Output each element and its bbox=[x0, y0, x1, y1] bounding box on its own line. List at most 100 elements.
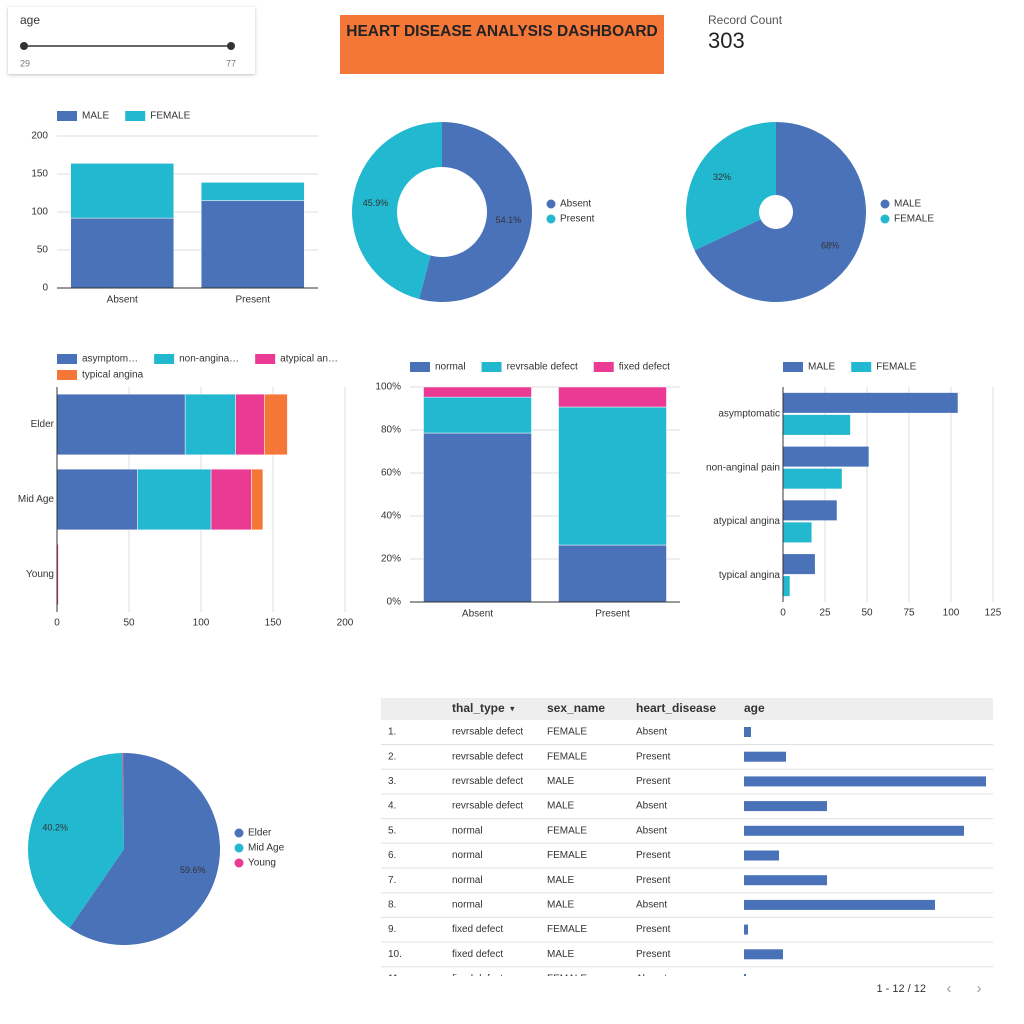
y-tick-label: 100 bbox=[31, 207, 48, 218]
table-body: 1. revrsable defect FEMALE Absent 2. revrsabl… bbox=[381, 727, 993, 985]
slider-min: 29 bbox=[20, 58, 30, 68]
table-cell: Present bbox=[636, 850, 671, 861]
table-cell: Absent bbox=[636, 727, 667, 738]
table-cell: MALE bbox=[547, 900, 575, 911]
title-banner bbox=[340, 15, 664, 74]
legend-label: revrsable defect bbox=[507, 362, 578, 373]
bar bbox=[783, 554, 815, 575]
legend-swatch bbox=[234, 843, 244, 853]
legend-label: MALE bbox=[82, 111, 110, 122]
legend-label: normal bbox=[435, 362, 466, 373]
legend-swatch bbox=[880, 214, 890, 224]
slider-handle-max[interactable] bbox=[227, 42, 235, 50]
table-cell: Absent bbox=[636, 974, 667, 985]
age-bar bbox=[744, 825, 964, 836]
slider-handle-min[interactable] bbox=[20, 42, 28, 50]
bar bbox=[783, 446, 869, 467]
x-tick-label: Absent bbox=[107, 295, 138, 306]
x-tick-label: Present bbox=[236, 295, 271, 306]
pie-slice bbox=[694, 122, 867, 303]
pagination: 1 - 12 / 12 bbox=[876, 983, 926, 995]
scorecard-label: Record Count bbox=[708, 13, 783, 27]
table-cell: MALE bbox=[547, 801, 575, 812]
age-filter[interactable]: age 29 77 bbox=[8, 7, 255, 74]
table-cell: fixed defect bbox=[452, 924, 503, 935]
age-bar bbox=[744, 727, 751, 737]
legend-swatch bbox=[57, 370, 77, 380]
pie-slice bbox=[419, 122, 532, 302]
bar bbox=[200, 182, 305, 201]
y-tick-label: 20% bbox=[381, 554, 401, 565]
y-tick-label: 50 bbox=[37, 245, 49, 256]
sort-icon[interactable]: ▾ bbox=[510, 703, 515, 713]
filter-card bbox=[8, 7, 255, 74]
table-cell: Present bbox=[636, 875, 671, 886]
legend-label: fixed defect bbox=[619, 362, 670, 373]
next-page[interactable]: › bbox=[977, 980, 982, 997]
bar bbox=[558, 406, 667, 546]
table-cell: FEMALE bbox=[547, 974, 587, 985]
table-cell: Absent bbox=[636, 825, 667, 836]
bar bbox=[558, 386, 667, 408]
slider-max: 77 bbox=[226, 58, 236, 68]
legend-swatch bbox=[57, 111, 77, 121]
row-index: 10. bbox=[388, 949, 402, 960]
bar bbox=[423, 386, 532, 398]
bar bbox=[558, 544, 667, 603]
x-tick-label: 150 bbox=[265, 618, 282, 629]
legend-swatch bbox=[783, 362, 803, 372]
table-cell: FEMALE bbox=[547, 850, 587, 861]
bar bbox=[783, 500, 837, 521]
slice-label: 59.6% bbox=[180, 865, 206, 875]
legend-swatch bbox=[234, 828, 244, 838]
age-bar bbox=[744, 751, 786, 762]
legend-swatch bbox=[593, 362, 614, 372]
legend-swatch bbox=[57, 354, 77, 364]
row-index: 11. bbox=[388, 974, 401, 985]
legend-label: Absent bbox=[560, 199, 591, 210]
table-cell: Absent bbox=[636, 801, 667, 812]
age-bar bbox=[744, 924, 748, 935]
filter-label: age bbox=[20, 13, 40, 27]
table-cell: revrsable defect bbox=[452, 727, 523, 738]
row-index: 4. bbox=[388, 801, 396, 812]
row-index: 5. bbox=[388, 825, 396, 836]
x-tick-label: 100 bbox=[193, 618, 210, 629]
table-header-bg bbox=[381, 698, 993, 720]
legend-swatch bbox=[255, 354, 276, 364]
y-tick-label: atypical angina bbox=[713, 516, 780, 527]
legend-label: Elder bbox=[248, 828, 272, 839]
x-tick-label: 50 bbox=[123, 618, 135, 629]
x-tick-label: 200 bbox=[337, 618, 354, 629]
x-tick-label: 25 bbox=[819, 608, 831, 619]
legend-label: FEMALE bbox=[876, 362, 916, 373]
slice-label: 40.2% bbox=[42, 822, 68, 832]
table-cell: normal bbox=[452, 850, 483, 861]
slice-label: 68% bbox=[821, 241, 839, 251]
bar bbox=[184, 393, 236, 456]
bar bbox=[137, 468, 212, 531]
bar bbox=[56, 468, 138, 531]
age-bar bbox=[744, 801, 827, 812]
legend-label: MALE bbox=[808, 362, 836, 373]
table-cell: normal bbox=[452, 900, 483, 911]
bar bbox=[70, 163, 175, 219]
legend-swatch bbox=[234, 858, 244, 868]
x-tick-label: 75 bbox=[903, 608, 915, 619]
table-cell: normal bbox=[452, 875, 483, 886]
y-tick-label: Young bbox=[26, 569, 54, 580]
legend-swatch bbox=[546, 214, 556, 224]
table-cell: Absent bbox=[636, 900, 667, 911]
legend-label: FEMALE bbox=[894, 214, 934, 225]
prev-page[interactable]: ‹ bbox=[947, 980, 952, 997]
slice-label: 32% bbox=[713, 172, 731, 182]
legend-swatch bbox=[481, 362, 502, 372]
dashboard-title: HEART DISEASE ANALYSIS DASHBOARD bbox=[346, 23, 657, 40]
age-bar bbox=[744, 949, 783, 960]
row-index: 9. bbox=[388, 924, 396, 935]
bar bbox=[783, 414, 851, 435]
bar bbox=[423, 432, 532, 603]
y-tick-label: 0% bbox=[387, 597, 402, 608]
table-cell: FEMALE bbox=[547, 825, 587, 836]
